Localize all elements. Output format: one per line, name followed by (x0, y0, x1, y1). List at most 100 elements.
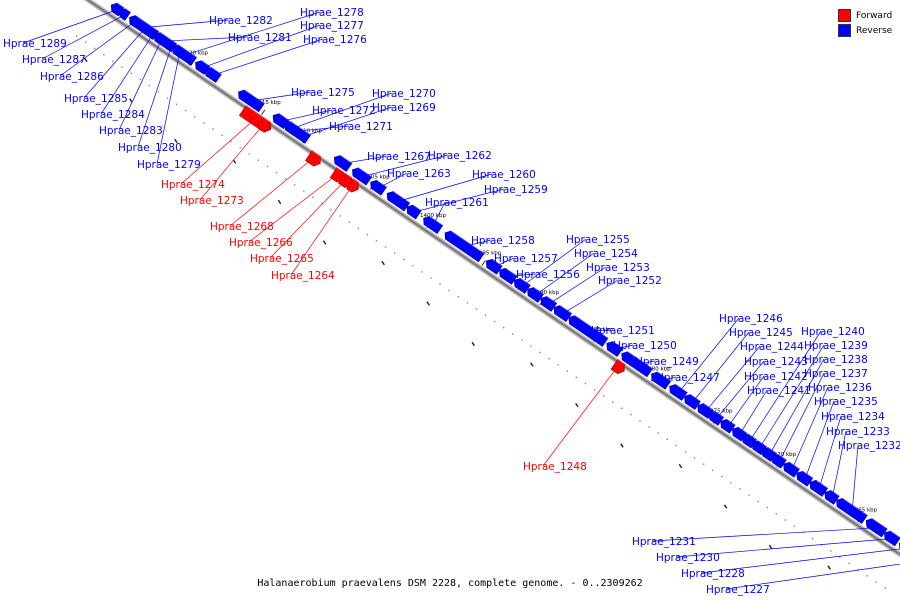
minor-dash (426, 301, 430, 306)
minor-dot (884, 587, 887, 589)
gene-label-hprae-1284: Hprae_1284 (81, 109, 145, 121)
gene-label-hprae-1285: Hprae_1285 (64, 93, 128, 105)
gene-block-hprae-1278 (172, 44, 198, 66)
gene-label-hprae-1253: Hprae_1253 (586, 262, 650, 274)
minor-dash (575, 402, 579, 408)
leader-line (144, 19, 230, 28)
genome-backbone (83, 0, 900, 558)
minor-dot (221, 134, 223, 137)
leader-line (378, 172, 408, 189)
leader-line (508, 273, 537, 277)
minor-dash (322, 240, 327, 245)
gene-label-hprae-1235: Hprae_1235 (814, 396, 878, 408)
gene-highlight (344, 172, 353, 179)
tick-label: 1405 kbp (364, 175, 390, 181)
gene-label-hprae-1272: Hprae_1272 (312, 105, 376, 117)
leader-line (725, 563, 900, 590)
legend-label-forward: Forward (856, 10, 893, 21)
backbone-line (86, 0, 900, 556)
minor-dot (657, 432, 659, 434)
gene-highlight (777, 453, 787, 461)
minor-dash (678, 463, 683, 469)
tick-mark (261, 109, 266, 116)
gene-highlight (340, 154, 353, 164)
gene-block-hprae-1249 (621, 351, 654, 378)
gene-highlight (767, 447, 777, 454)
leader-line (779, 372, 825, 462)
gene-label-hprae-1240: Hprae_1240 (801, 326, 865, 338)
gene-label-hprae-1258: Hprae_1258 (471, 235, 535, 247)
gene-label-hprae-1270: Hprae_1270 (372, 88, 436, 100)
leader-line (615, 344, 634, 350)
minor-dot (330, 209, 332, 211)
minor-dot (848, 562, 850, 565)
minor-dot (203, 122, 205, 124)
leader-line (433, 201, 446, 226)
minor-dot (166, 97, 169, 99)
minor-dot (557, 364, 559, 366)
leader-line (759, 344, 825, 448)
gene-highlight (612, 341, 624, 349)
minor-dot (457, 295, 459, 298)
leader-line (739, 389, 768, 435)
leader-line (414, 188, 505, 213)
gene-highlight (392, 191, 411, 204)
leader-line (675, 538, 893, 558)
gene-highlight (244, 89, 265, 104)
tick-label: 1395 kbp (475, 251, 501, 257)
gene-highlight (278, 113, 290, 121)
minor-dot (702, 463, 705, 465)
minor-dot (730, 482, 732, 484)
gene-highlight (802, 470, 814, 479)
minor-dot (148, 85, 151, 87)
forward-swatch (838, 9, 851, 22)
minor-dot (766, 506, 768, 509)
gene-label-hprae-1260: Hprae_1260 (472, 169, 536, 181)
minor-dot (630, 413, 632, 416)
minor-dot (721, 475, 723, 478)
leader-line (22, 9, 118, 44)
gene-label-hprae-1282: Hprae_1282 (209, 15, 273, 27)
leader-line (118, 39, 162, 131)
leader-line (651, 527, 877, 542)
minor-dot (421, 271, 423, 273)
leader-line (562, 279, 619, 314)
gene-label-hprae-1232: Hprae_1232 (838, 440, 900, 452)
leader-line (464, 239, 492, 247)
gene-label-hprae-1265: Hprae_1265 (250, 253, 314, 265)
minor-dot (303, 190, 305, 192)
gene-label-hprae-1289: Hprae_1289 (3, 38, 67, 50)
gene-block-hprae-1232 (836, 497, 868, 524)
leader-line (769, 358, 825, 455)
gene-label-hprae-1283: Hprae_1283 (99, 125, 163, 137)
minor-dot (184, 109, 187, 112)
gene-highlight (492, 258, 503, 267)
minor-dot (475, 308, 478, 310)
gene-label-hprae-1243: Hprae_1243 (744, 356, 808, 368)
reverse-swatch (838, 24, 851, 37)
gene-highlight (125, 8, 131, 13)
minor-dot (648, 426, 650, 428)
minor-dot (621, 407, 623, 410)
gene-label-hprae-1269: Hprae_1269 (372, 102, 436, 114)
minor-dash (827, 565, 831, 570)
gene-label-hprae-1250: Hprae_1250 (613, 340, 677, 352)
gene-label-hprae-1279: Hprae_1279 (137, 159, 201, 171)
leader-line (678, 317, 740, 393)
gene-label-hprae-1262: Hprae_1262 (428, 150, 492, 162)
minor-dot (275, 171, 278, 174)
gene-label-hprae-1234: Hprae_1234 (821, 411, 885, 423)
minor-dot (639, 420, 641, 422)
gene-label-hprae-1230: Hprae_1230 (656, 552, 720, 564)
minor-dot (675, 444, 678, 447)
leader-line (637, 360, 656, 365)
gene-highlight (520, 277, 531, 286)
tick-label: 1420 kbp (182, 50, 208, 56)
leader-line (199, 124, 264, 201)
minor-dot (357, 227, 360, 230)
tick-label: 1375 kbp (707, 409, 733, 415)
gene-label-hprae-1267: Hprae_1267 (367, 151, 431, 163)
minor-dot (711, 469, 714, 472)
leader-line (700, 548, 900, 574)
gene-highlight (376, 179, 387, 188)
